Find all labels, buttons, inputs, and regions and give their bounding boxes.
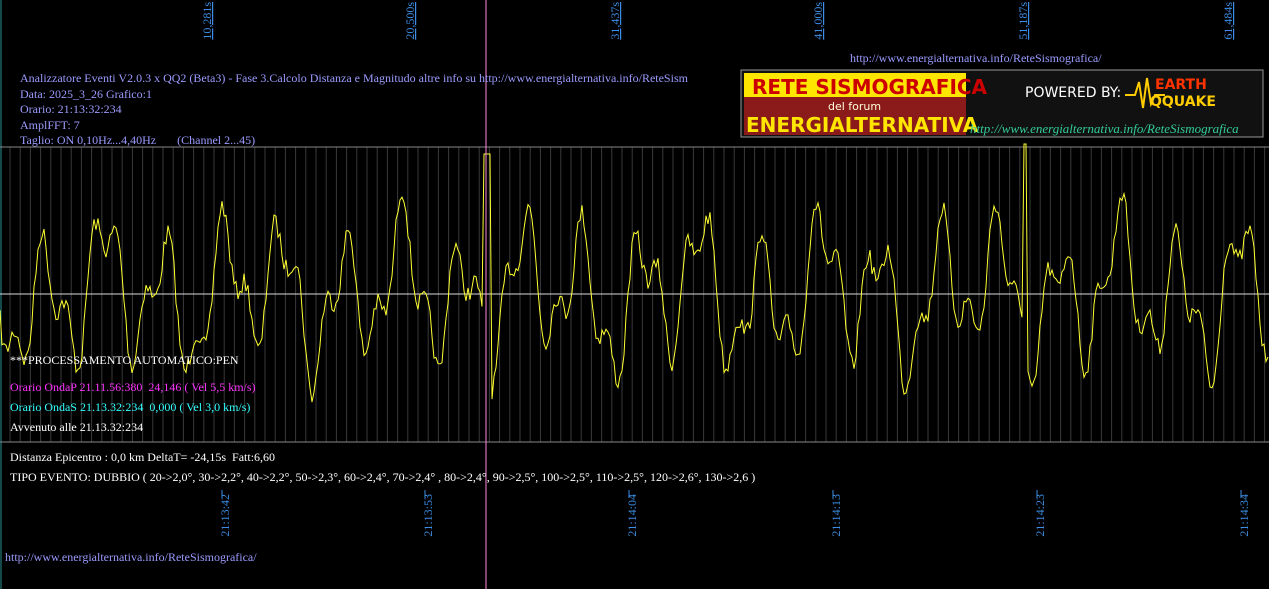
avvenuto: Avvenuto alle 21.13.32:234 — [10, 420, 143, 434]
top-time-mark: 41,000s — [811, 2, 825, 40]
logo-band — [744, 97, 966, 135]
top-time-mark: 10,281s — [200, 2, 214, 40]
info-line: Taglio: ON 0,10Hz...4,40Hz (Channel 2...… — [20, 133, 255, 147]
logo-icon — [1125, 77, 1165, 109]
top-time-mark: 51,187s — [1016, 2, 1030, 40]
distanza: Distanza Epicentro : 0,0 km DeltaT= -24,… — [10, 450, 275, 464]
info-line: Data: 2025_3_26 Grafico:1 — [20, 87, 152, 101]
header-url: http://www.energialternativa.info/ReteSi… — [850, 51, 1102, 65]
bottom-time: 21:13:53 — [421, 494, 435, 537]
info-line: AmplFFT: 7 — [20, 118, 80, 132]
logo-powered: POWERED BY: — [1025, 85, 1121, 101]
logo-band — [744, 73, 966, 97]
logo-title: RETE SISMOGRAFICA — [752, 75, 988, 99]
top-time-mark: 31,437s — [608, 2, 622, 40]
top-time-mark: 61,484s — [1221, 2, 1235, 40]
logo-subtitle: del forum — [828, 100, 881, 113]
logo-quake: QQUAKE — [1150, 94, 1216, 110]
info-line: Analizzatore Eventi V2.0.3 x QQ2 (Beta3)… — [20, 71, 689, 85]
bottom-time: 21:13:42 — [218, 494, 232, 537]
processing-title: ***PROCESSAMENTO AUTOMATICO:PEN — [10, 353, 239, 367]
bottom-time: 21:14:34 — [1237, 494, 1251, 537]
logo-earth: EARTH — [1155, 77, 1207, 93]
bottom-time: 21:14:04 — [625, 494, 639, 537]
waveform — [0, 143, 1269, 403]
tipo-evento: TIPO EVENTO: DUBBIO ( 20->2,0°, 30->2,2°… — [10, 470, 755, 484]
logo: RETE SISMOGRAFICA del forum ENERGIALTERN… — [740, 69, 1264, 138]
logo-url: http://www.energialternativa.info/ReteSi… — [970, 121, 1239, 136]
onda-p: Orario OndaP 21.11.56:380 24,146 ( Vel 5… — [10, 380, 256, 394]
onda-s: Orario OndaS 21.13.32:234 0,000 ( Vel 3,… — [10, 400, 250, 414]
logo-brand: ENERGIALTERNATIVA — [746, 113, 979, 137]
footer-url: http://www.energialternativa.info/ReteSi… — [5, 550, 257, 564]
bottom-time: 21:14:23 — [1033, 494, 1047, 537]
bottom-time: 21:14:13 — [829, 494, 843, 537]
info-line: Orario: 21:13:32:234 — [20, 102, 122, 116]
top-time-mark: 20,500s — [403, 2, 417, 40]
